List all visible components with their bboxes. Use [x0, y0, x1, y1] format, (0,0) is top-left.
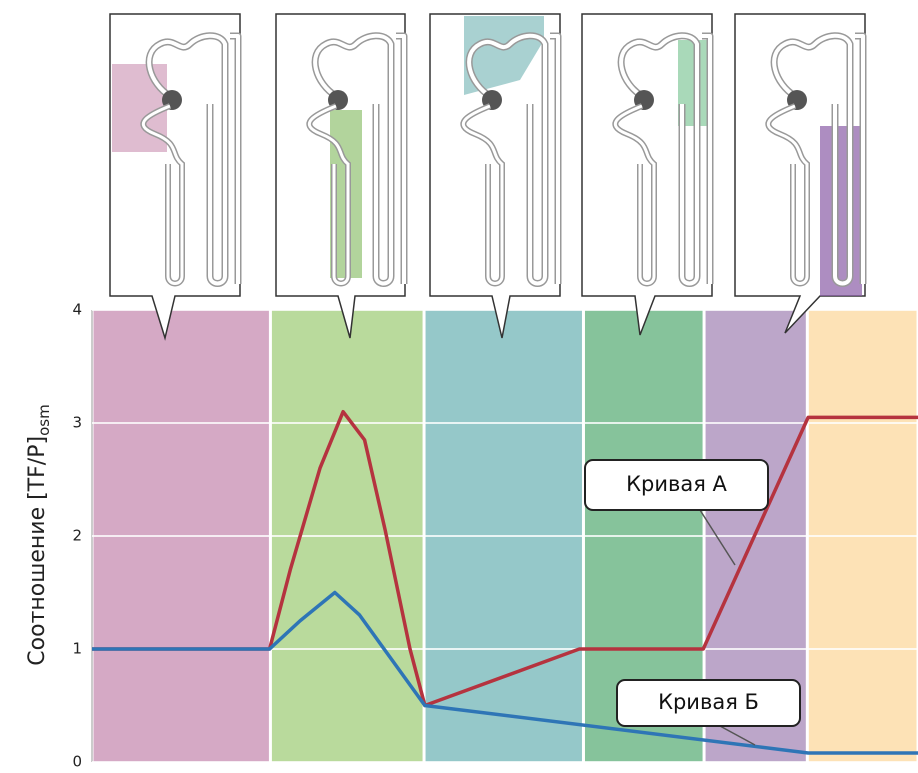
legend-label: Кривая Б [658, 690, 759, 714]
y-axis-label: Соотношение [TF/P]osm [25, 404, 53, 665]
y-label-main: Соотношение [TF/P] [25, 436, 50, 666]
leader-line [699, 509, 736, 566]
curves [92, 409, 918, 755]
y-tick-label: 2 [72, 527, 82, 545]
y-tick-label: 3 [72, 414, 82, 432]
legend: Кривая А Кривая Б [584, 459, 801, 746]
nephron-panels [109, 13, 865, 341]
y-tick-label: 0 [72, 753, 82, 770]
y-tick-label: 4 [72, 301, 82, 319]
panel [109, 13, 241, 341]
legend-label: Кривая А [626, 472, 727, 496]
curve [92, 409, 918, 708]
y-label-sub: osm [35, 404, 53, 436]
grid: 0 1 2 3 4 [72, 301, 918, 771]
leader-line [719, 725, 756, 746]
legend-box [584, 459, 769, 511]
y-tick-label: 1 [72, 640, 82, 658]
legend-box [616, 679, 801, 727]
curve [92, 590, 918, 755]
